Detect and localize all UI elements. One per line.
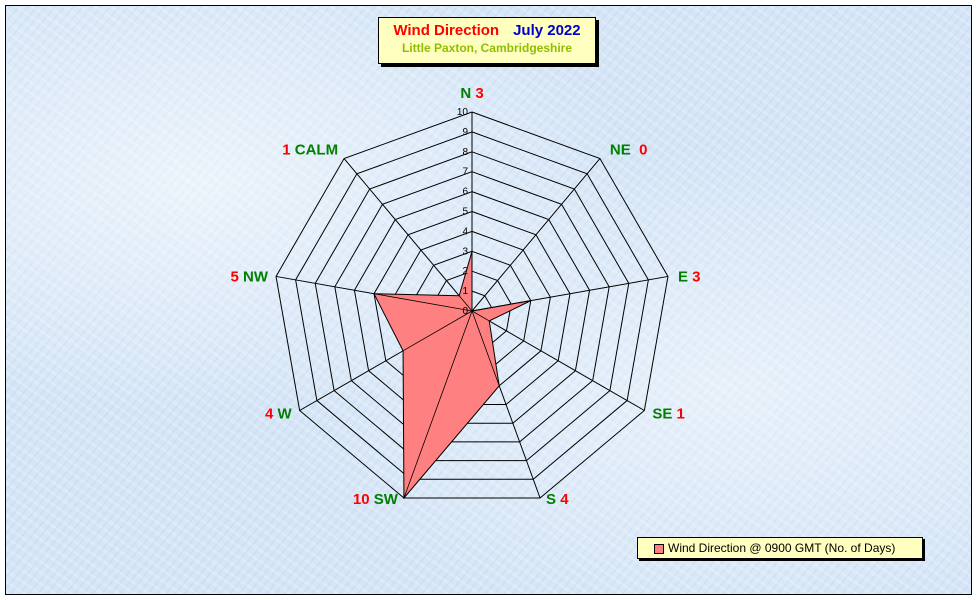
grid-ring — [314, 151, 630, 462]
direction-name: SE — [652, 406, 672, 423]
grid-spoke — [471, 310, 645, 411]
grid-ring — [353, 191, 591, 424]
direction-name: N — [460, 85, 471, 102]
radar-series — [373, 251, 532, 500]
radial-tick-label: 2 — [462, 266, 468, 277]
label-gap — [631, 142, 639, 159]
chart-frame — [5, 5, 972, 595]
direction-name: W — [277, 406, 292, 423]
radial-tick-label: 4 — [462, 226, 468, 237]
chart-date: July 2022 — [513, 22, 581, 39]
series-point-nw — [373, 293, 473, 312]
radial-tick-label: 9 — [462, 127, 468, 138]
direction-name: SW — [374, 491, 399, 508]
chart-legend: Wind Direction @ 0900 GMT (No. of Days) — [637, 537, 923, 559]
radial-tick-label: 1 — [462, 286, 468, 297]
direction-label-n: N 3 — [460, 85, 483, 102]
direction-name: NE — [610, 142, 631, 159]
direction-count: 3 — [692, 268, 700, 285]
direction-count: 1 — [677, 406, 685, 423]
series-point-se — [471, 310, 490, 322]
chart-title-box: Wind Direction July 2022 Little Paxton, C… — [378, 17, 596, 64]
direction-count: 0 — [639, 142, 647, 159]
direction-labels: N 3NE 0E 3SE 1S 410 SW4 W5 NW1 CALM — [231, 85, 701, 508]
direction-name: S — [546, 491, 556, 508]
radial-tick-label: 10 — [457, 107, 469, 118]
direction-name: CALM — [295, 142, 338, 159]
legend-label: Wind Direction @ 0900 GMT (No. of Days) — [668, 541, 896, 555]
direction-name: E — [678, 268, 688, 285]
direction-label-sw: 10 SW — [353, 491, 399, 508]
direction-label-nw: 5 NW — [231, 268, 269, 285]
direction-count: 4 — [560, 491, 569, 508]
direction-count: 10 — [353, 491, 370, 508]
direction-label-w: 4 W — [265, 406, 293, 423]
legend-swatch — [654, 543, 664, 554]
title-line: Wind Direction July 2022 — [379, 22, 595, 39]
chart-subtitle: Little Paxton, Cambridgeshire — [401, 41, 573, 55]
radial-tick-label: 7 — [462, 167, 468, 178]
series-point-sw — [403, 310, 473, 499]
grid-ring — [275, 111, 669, 499]
direction-count: 4 — [265, 406, 274, 423]
direction-label-se: SE 1 — [652, 406, 685, 423]
radial-tick-label: 0 — [462, 306, 468, 317]
radial-tick-label: 5 — [462, 207, 468, 218]
series-point-s — [471, 310, 500, 386]
radial-tick-label: 3 — [462, 246, 468, 257]
direction-count: 3 — [475, 85, 483, 102]
chart-title: Wind Direction — [393, 22, 500, 39]
direction-name: NW — [243, 268, 269, 285]
grid-spoke — [343, 158, 473, 312]
radial-ticks: 0 1 2 3 4 5 6 7 8 9 10 — [457, 107, 469, 317]
series-point-w — [402, 310, 473, 352]
grid-spoke — [471, 158, 601, 312]
direction-label-s: S 4 — [546, 491, 569, 508]
series-point-e — [471, 300, 531, 312]
radial-tick-label: 8 — [462, 147, 468, 158]
radial-tick-label: 6 — [462, 187, 468, 198]
direction-label-calm: 1 CALM — [282, 142, 338, 159]
series-point-calm — [458, 295, 473, 312]
direction-count: 5 — [231, 268, 239, 285]
direction-count: 1 — [282, 142, 290, 159]
direction-label-e: E 3 — [678, 268, 701, 285]
grid-ring — [334, 171, 610, 443]
grid-ring — [295, 131, 649, 480]
direction-label-ne: NE 0 — [610, 142, 648, 159]
